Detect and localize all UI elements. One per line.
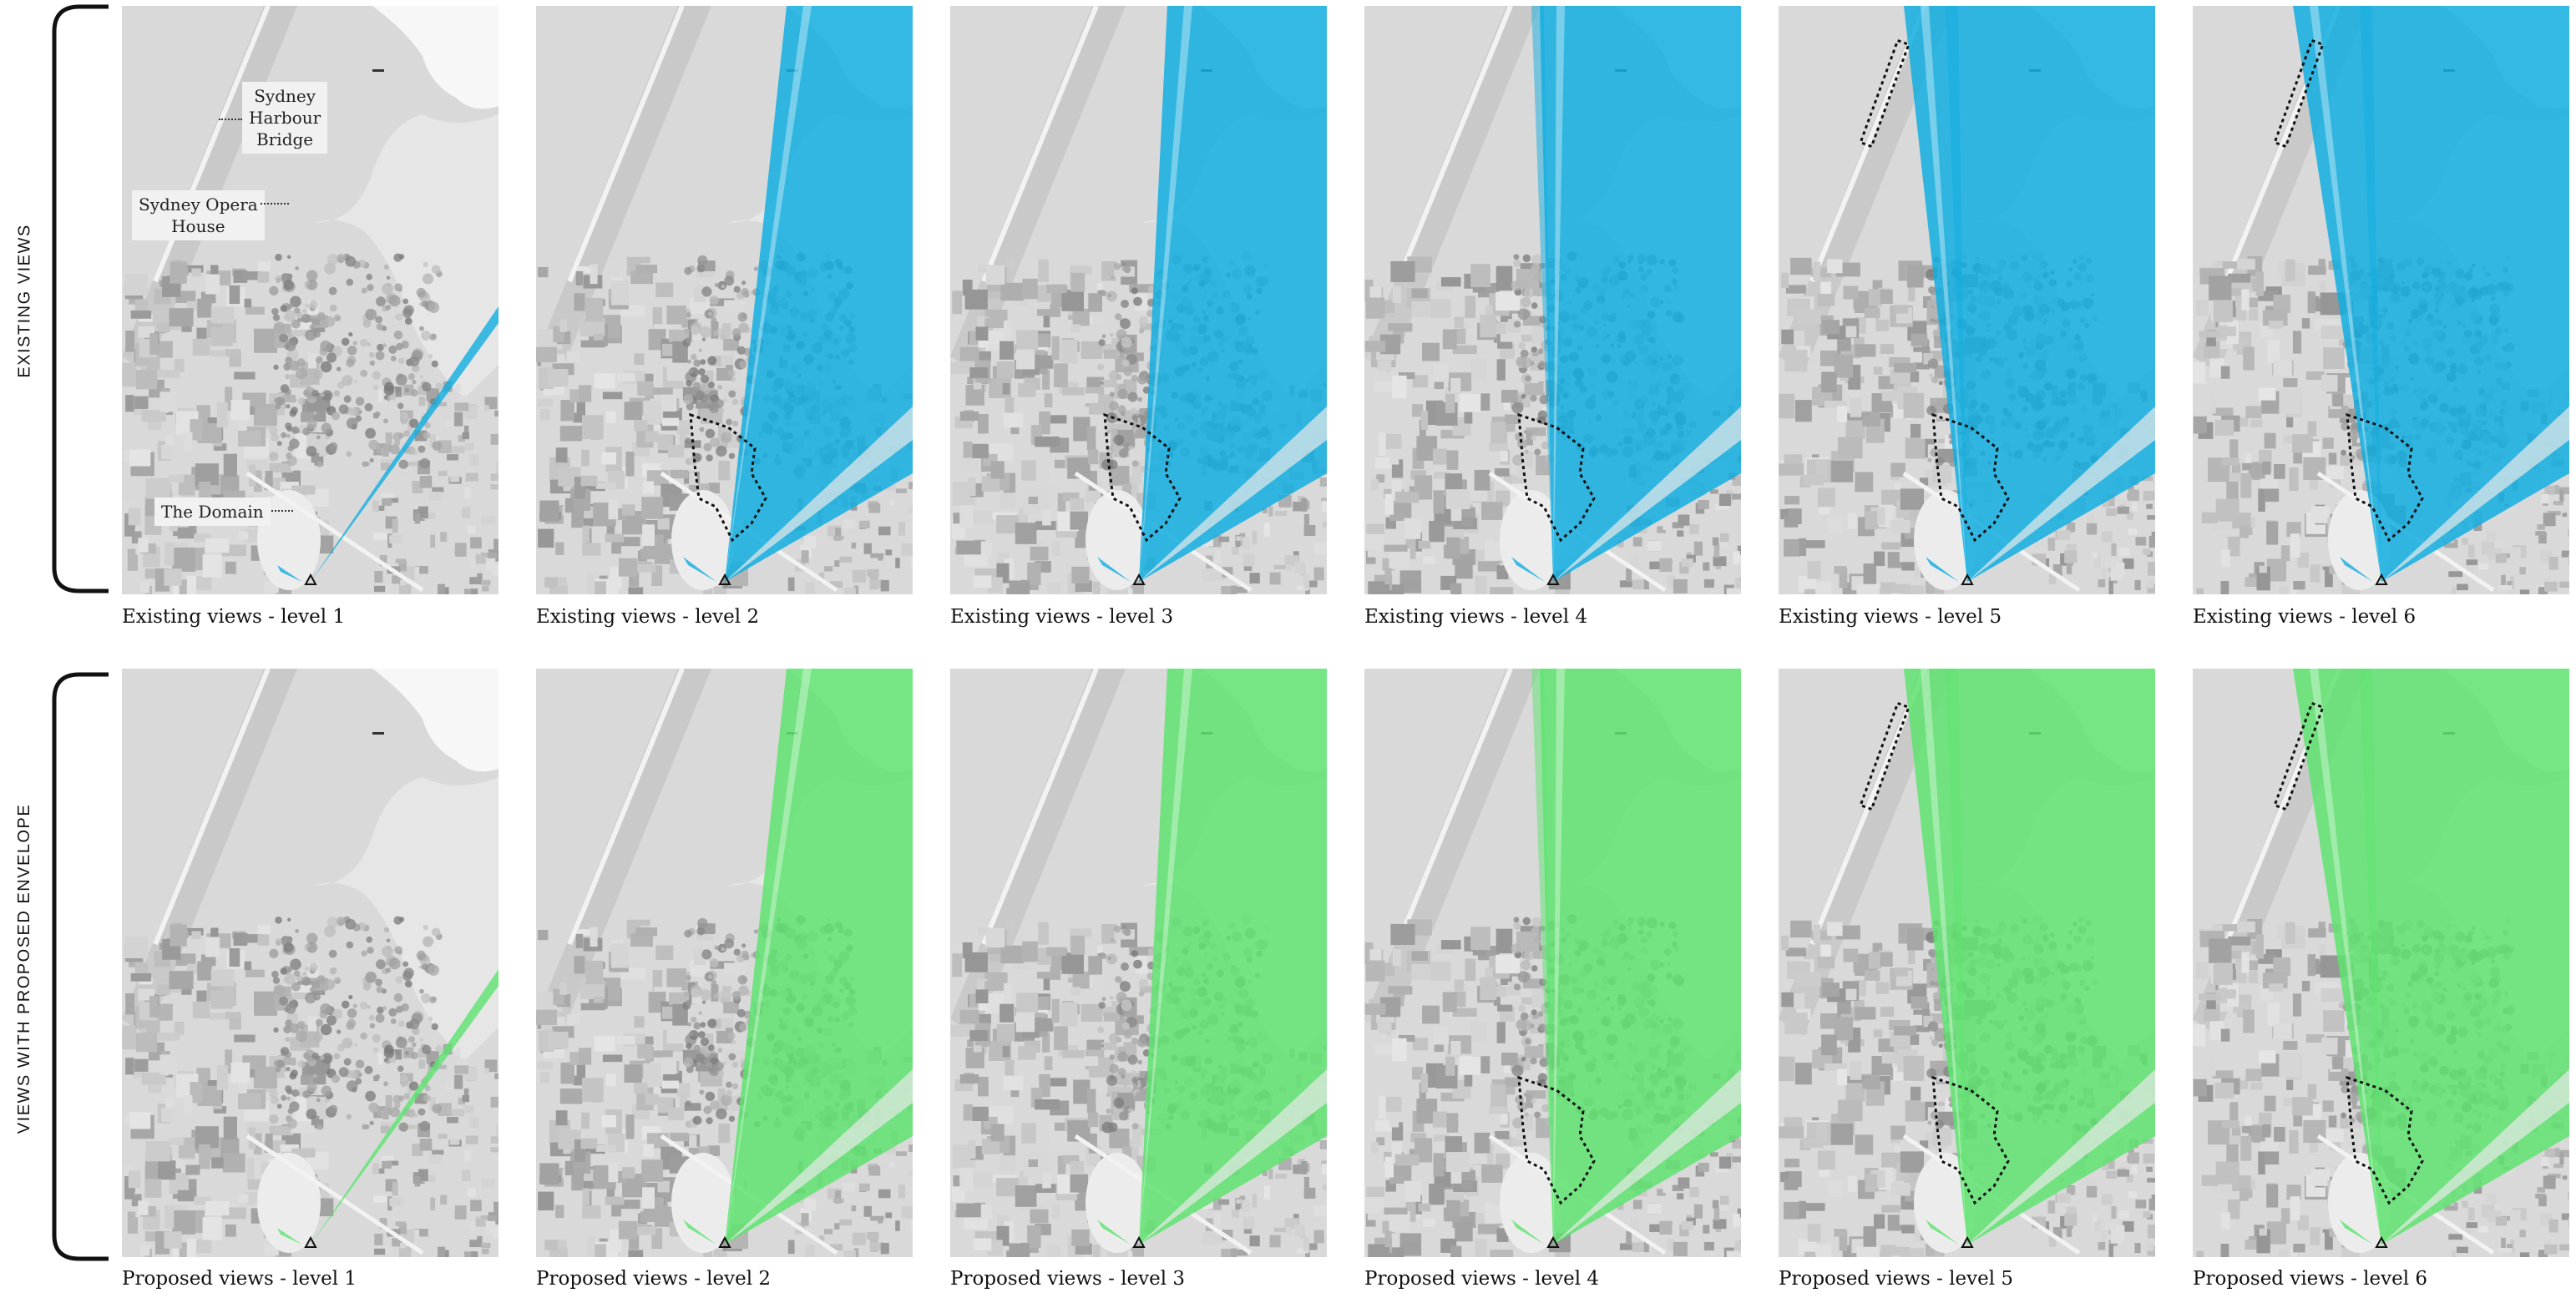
proposed-view-map-level-4 [1364, 669, 1741, 1257]
existing-view-map-level-2 [536, 6, 913, 594]
proposed-caption-level-6: Proposed views - level 6 [2193, 1268, 2428, 1290]
proposed-view-map-level-6 [2193, 669, 2569, 1257]
proposed-view-map-level-2 [536, 669, 913, 1257]
domain-label: The Domain [154, 497, 271, 526]
proposed-view-map-level-3 [950, 669, 1327, 1257]
aerial-map [1364, 669, 1741, 1257]
existing-view-map-level-5 [1779, 6, 2155, 594]
row-label-proposed: VIEWS WITH PROPOSED ENVELOPE [15, 803, 34, 1134]
aerial-map [950, 6, 1327, 594]
row-label-existing: EXISTING VIEWS [15, 223, 34, 378]
proposed-caption-level-4: Proposed views - level 4 [1364, 1268, 1600, 1290]
existing-caption-level-2: Existing views - level 2 [536, 606, 760, 628]
existing-view-map-level-3 [950, 6, 1327, 594]
bridge-label: Sydney Harbour Bridge [242, 82, 328, 154]
existing-view-map-level-6 [2193, 6, 2569, 594]
opera-house-leader [261, 203, 289, 205]
aerial-map [2193, 6, 2569, 594]
aerial-map [536, 6, 913, 594]
bracket-proposed [52, 672, 109, 1261]
proposed-view-map-level-1 [122, 669, 498, 1257]
opera-house-label: Sydney Opera House [132, 190, 265, 240]
aerial-map [122, 669, 498, 1257]
aerial-map [950, 669, 1327, 1257]
proposed-caption-level-5: Proposed views - level 5 [1779, 1268, 2014, 1290]
proposed-caption-level-3: Proposed views - level 3 [950, 1268, 1186, 1290]
proposed-caption-level-1: Proposed views - level 1 [122, 1268, 357, 1290]
aerial-map [2193, 669, 2569, 1257]
aerial-map [1779, 669, 2155, 1257]
existing-caption-level-6: Existing views - level 6 [2193, 606, 2417, 628]
existing-caption-level-3: Existing views - level 3 [950, 606, 1174, 628]
bracket-existing [52, 4, 109, 593]
bridge-leader [219, 119, 242, 120]
proposed-view-map-level-5 [1779, 669, 2155, 1257]
existing-caption-level-5: Existing views - level 5 [1779, 606, 2002, 628]
proposed-caption-level-2: Proposed views - level 2 [536, 1268, 772, 1290]
existing-caption-level-1: Existing views - level 1 [122, 606, 346, 628]
aerial-map [536, 669, 913, 1257]
aerial-map [1779, 6, 2155, 594]
existing-caption-level-4: Existing views - level 4 [1364, 606, 1588, 628]
existing-view-map-level-4 [1364, 6, 1741, 594]
aerial-map [1364, 6, 1741, 594]
domain-leader [271, 510, 293, 512]
